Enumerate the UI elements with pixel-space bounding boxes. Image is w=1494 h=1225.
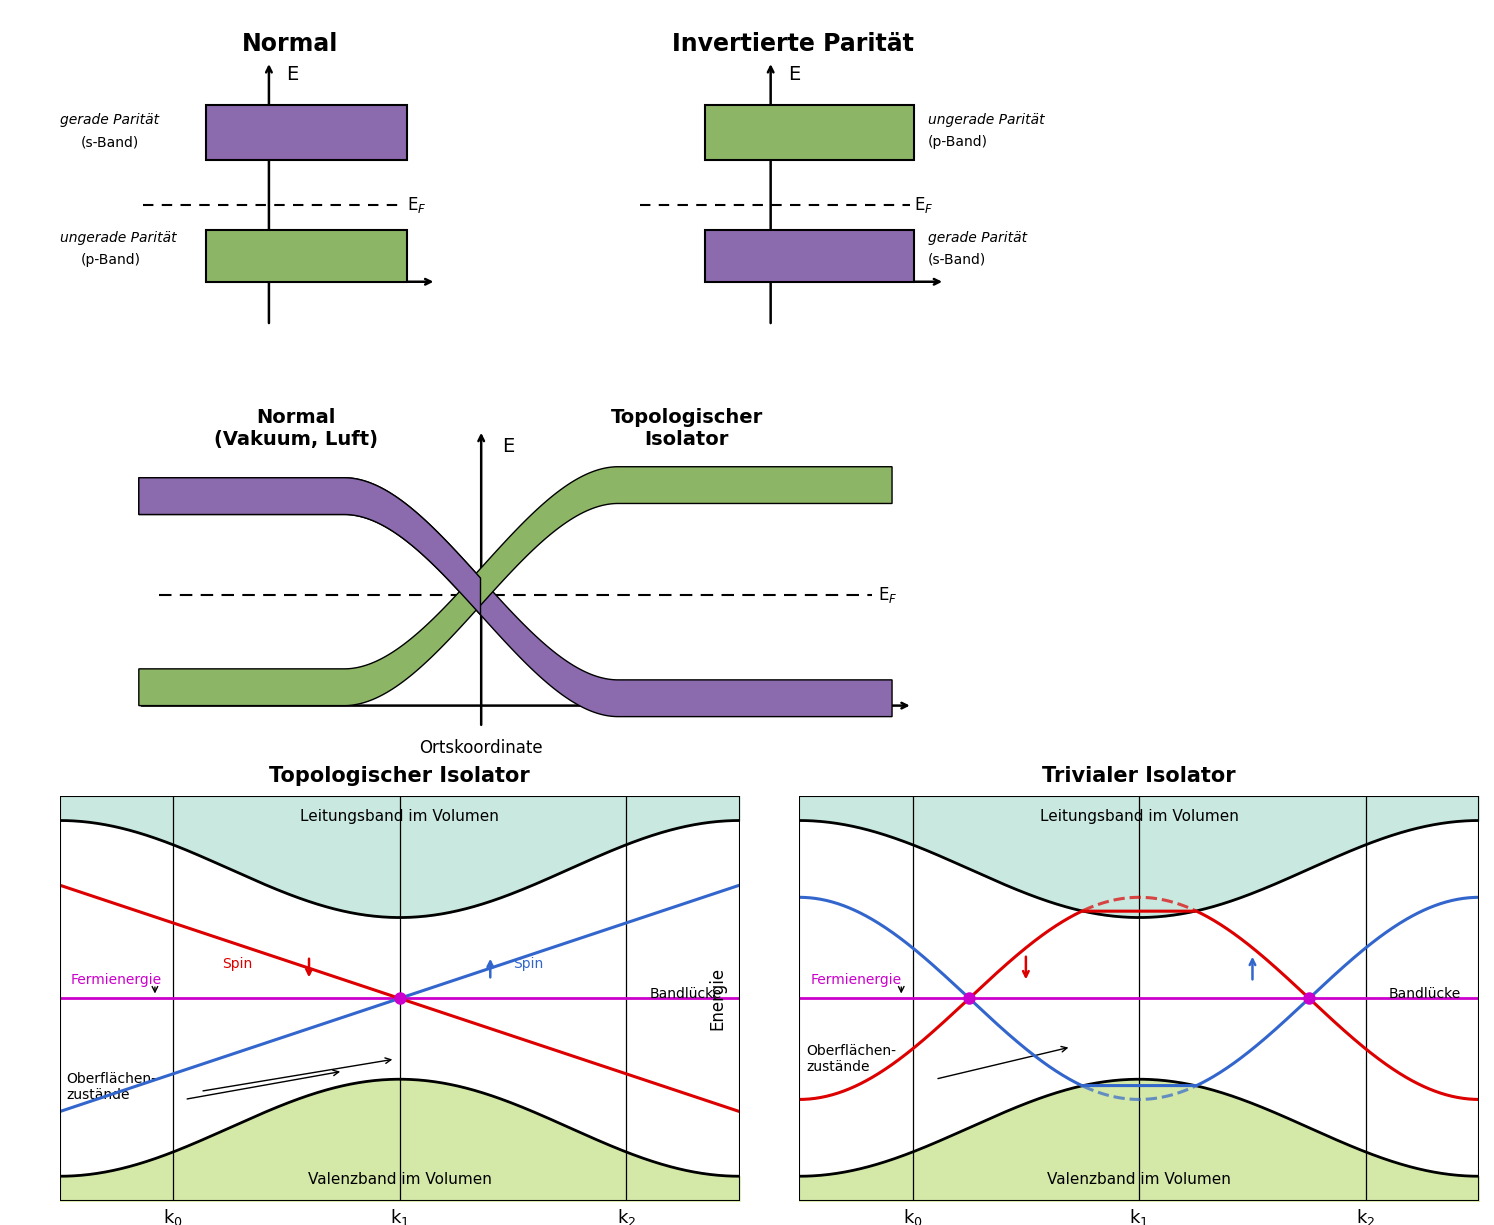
Text: Fermienergie: Fermienergie [72, 973, 163, 987]
Text: Oberflächen-
zustände: Oberflächen- zustände [67, 1072, 157, 1102]
Bar [705, 105, 914, 160]
Bar [206, 230, 406, 282]
Text: (p-Band): (p-Band) [81, 252, 140, 267]
Text: Spin: Spin [223, 957, 252, 971]
Text: E: E [789, 65, 801, 85]
Text: Invertierte Parität: Invertierte Parität [671, 32, 913, 56]
Text: gerade Parität: gerade Parität [928, 230, 1026, 245]
Text: Normal
(Vakuum, Luft): Normal (Vakuum, Luft) [214, 408, 378, 448]
Text: ungerade Parität: ungerade Parität [60, 230, 176, 245]
Text: Topologischer
Isolator: Topologischer Isolator [611, 408, 763, 448]
Polygon shape [139, 467, 892, 706]
Text: (p-Band): (p-Band) [928, 135, 988, 149]
Text: Ortskoordinate: Ortskoordinate [420, 740, 542, 757]
Text: Bandlücke: Bandlücke [650, 987, 722, 1001]
Title: Topologischer Isolator: Topologischer Isolator [269, 767, 530, 786]
Text: Valenzband im Volumen: Valenzband im Volumen [308, 1172, 492, 1187]
Text: E$_F$: E$_F$ [914, 195, 934, 214]
Text: Normal: Normal [242, 32, 338, 56]
Text: Energie: Energie [708, 967, 726, 1030]
Text: Leitungsband im Volumen: Leitungsband im Volumen [1040, 808, 1239, 823]
Bar [705, 230, 914, 282]
Bar [206, 105, 406, 160]
Text: Bandlücke: Bandlücke [1389, 987, 1461, 1001]
Text: (s-Band): (s-Band) [81, 135, 139, 149]
Text: Spin: Spin [512, 957, 544, 971]
Text: (s-Band): (s-Band) [928, 252, 986, 267]
Bar [60, 796, 740, 1200]
Text: E: E [285, 65, 297, 85]
Text: Leitungsband im Volumen: Leitungsband im Volumen [300, 808, 499, 823]
Text: Oberflächen-
zustände: Oberflächen- zustände [807, 1044, 896, 1074]
Text: gerade Parität: gerade Parität [60, 113, 158, 127]
Bar [799, 796, 1479, 1200]
Text: E$_F$: E$_F$ [406, 195, 426, 214]
Polygon shape [139, 478, 892, 717]
Text: ungerade Parität: ungerade Parität [928, 113, 1044, 127]
Text: Valenzband im Volumen: Valenzband im Volumen [1047, 1172, 1231, 1187]
Text: Fermienergie: Fermienergie [811, 973, 902, 987]
Text: E$_F$: E$_F$ [878, 586, 898, 605]
Text: E: E [502, 437, 514, 457]
Title: Trivialer Isolator: Trivialer Isolator [1043, 767, 1236, 786]
Polygon shape [139, 478, 481, 615]
